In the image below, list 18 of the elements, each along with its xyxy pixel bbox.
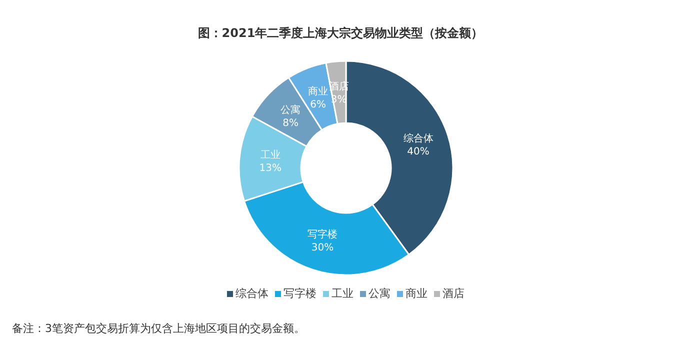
text: 备注：3笔资产包交易折算为仅含上海地区项目的交易金额。 — [12, 321, 306, 336]
legend-label: 综合体 — [234, 286, 268, 301]
data-label: 13% — [259, 162, 282, 174]
slice-label: 商业 — [308, 85, 328, 98]
legend-label: 酒店 — [442, 286, 464, 301]
slice-label: 综合体 — [403, 132, 434, 145]
legend-label: 写字楼 — [282, 286, 316, 301]
data-label: 6% — [310, 99, 326, 110]
legend-label: 工业 — [330, 286, 354, 301]
legend-label: 商业 — [404, 286, 428, 301]
data-label: 40% — [407, 146, 430, 158]
data-label: 8% — [282, 118, 299, 129]
data-label: 30% — [311, 242, 334, 254]
chart-title: 图：2021年二季度上海大宗交易物业类型（按金额） — [196, 25, 484, 42]
slice-label: 写字楼 — [308, 228, 338, 240]
slice-label: 公寓 — [280, 104, 301, 116]
slice-label: 工业 — [260, 148, 280, 161]
legend-label: 公寓 — [368, 286, 390, 301]
